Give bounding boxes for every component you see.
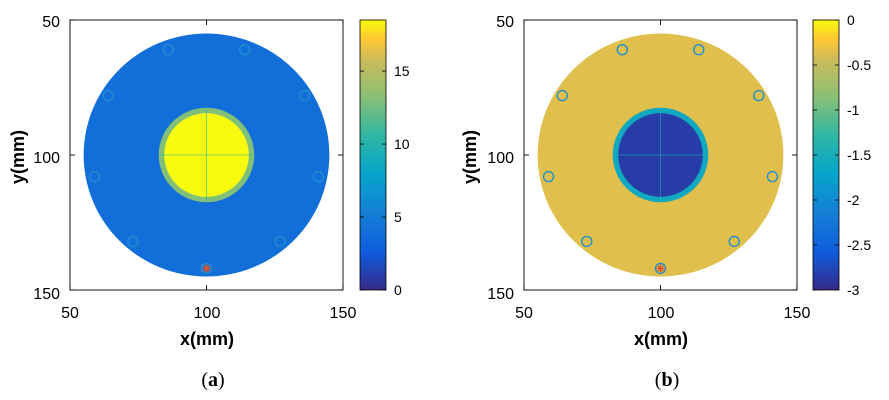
colorbar-tick-label-b-1: -0.5 [847, 57, 871, 73]
x-tick-label-a-100: 100 [194, 305, 221, 322]
y-tick-label-b-50: 50 [496, 14, 514, 31]
sensor-marker-1 [693, 44, 705, 56]
y-tick-label-b-150: 150 [487, 286, 514, 303]
sensor-marker-4 [274, 235, 286, 248]
caption-a-open: ( [201, 369, 208, 391]
x-tick-label-b-50: 50 [515, 305, 533, 322]
source-marker [654, 262, 667, 275]
heatmap-plot-b [523, 19, 798, 291]
colorbar-a: 0 5 10 15 [359, 19, 410, 298]
colorbar-b: 0 -0.5 -1 -1.5 -2 -2.5 -3 [812, 12, 871, 298]
sensor-marker-7 [102, 89, 114, 102]
y-axis-label-b: y(mm) [460, 130, 480, 184]
sensor-marker-2 [299, 89, 311, 102]
sensor-marker-5 [127, 235, 139, 248]
x-tick-label-a-50: 50 [61, 305, 79, 322]
caption-a-close: ) [218, 369, 225, 391]
x-axis-a: 50 100 150 x(mm) [61, 305, 356, 349]
sensor-marker-6 [88, 170, 101, 183]
panel-b: y(mm) 50 100 150 50 100 150 x(mm) 0 -0.5 -… [460, 12, 871, 391]
x-tick-label-b-100: 100 [648, 305, 675, 322]
heatmap-plot-a [69, 19, 344, 291]
colorbar-tick-label-b-2: -1 [847, 102, 860, 118]
y-tick-label-a-150: 150 [33, 286, 60, 303]
x-axis-b: 50 100 150 x(mm) [515, 305, 810, 349]
sensor-marker-3 [312, 170, 325, 183]
y-axis-b: y(mm) 50 100 150 [460, 14, 514, 303]
colorbar-tick-label-b-6: -3 [847, 282, 860, 298]
sensor-marker-2 [753, 89, 765, 102]
y-tick-label-b-100: 100 [487, 150, 514, 167]
caption-b-open: ( [655, 369, 662, 391]
sensor-marker-0 [162, 44, 174, 56]
caption-a: (a) [201, 369, 224, 391]
colorbar-tick-label-a-3: 15 [394, 63, 410, 79]
x-tick-label-b-150: 150 [784, 305, 811, 322]
sensor-marker-6 [542, 170, 555, 183]
caption-b-close: ) [673, 369, 680, 391]
sensor-marker-4 [728, 235, 740, 248]
sensor-marker-3 [766, 170, 779, 183]
caption-b: (b) [655, 369, 679, 391]
colorbar-tick-label-b-3: -1.5 [847, 147, 871, 163]
y-tick-label-a-100: 100 [33, 150, 60, 167]
sensor-marker-5 [581, 235, 593, 248]
sensor-marker-7 [556, 89, 568, 102]
sensor-marker-0 [616, 44, 628, 56]
sensor-marker-1 [239, 44, 251, 56]
y-tick-label-a-50: 50 [42, 14, 60, 31]
colorbar-tick-label-a-0: 0 [394, 282, 402, 298]
y-axis-label-a: y(mm) [8, 130, 28, 184]
x-axis-label-b: x(mm) [634, 329, 688, 349]
caption-b-letter: b [661, 369, 672, 391]
colorbar-ticks-a: 0 5 10 15 [360, 63, 410, 298]
colorbar-tick-label-b-0: 0 [847, 12, 855, 28]
colorbar-tick-label-b-4: -2 [847, 192, 860, 208]
colorbar-tick-label-a-1: 5 [394, 209, 402, 225]
source-marker [200, 262, 213, 275]
y-axis-a: y(mm) 50 100 150 [8, 14, 60, 303]
colorbar-ticks-b: 0 -0.5 -1 -1.5 -2 -2.5 -3 [813, 12, 871, 298]
colorbar-tick-label-b-5: -2.5 [847, 237, 871, 253]
colorbar-tick-label-a-2: 10 [394, 136, 410, 152]
x-axis-label-a: x(mm) [180, 329, 234, 349]
panel-a: y(mm) 50 100 150 50 100 150 x(mm) 0 5 10 15… [8, 14, 410, 391]
colorbar-gradient-b [812, 19, 840, 291]
colorbar-gradient-a [359, 19, 387, 291]
caption-a-letter: a [208, 369, 218, 391]
x-tick-label-a-150: 150 [330, 305, 357, 322]
